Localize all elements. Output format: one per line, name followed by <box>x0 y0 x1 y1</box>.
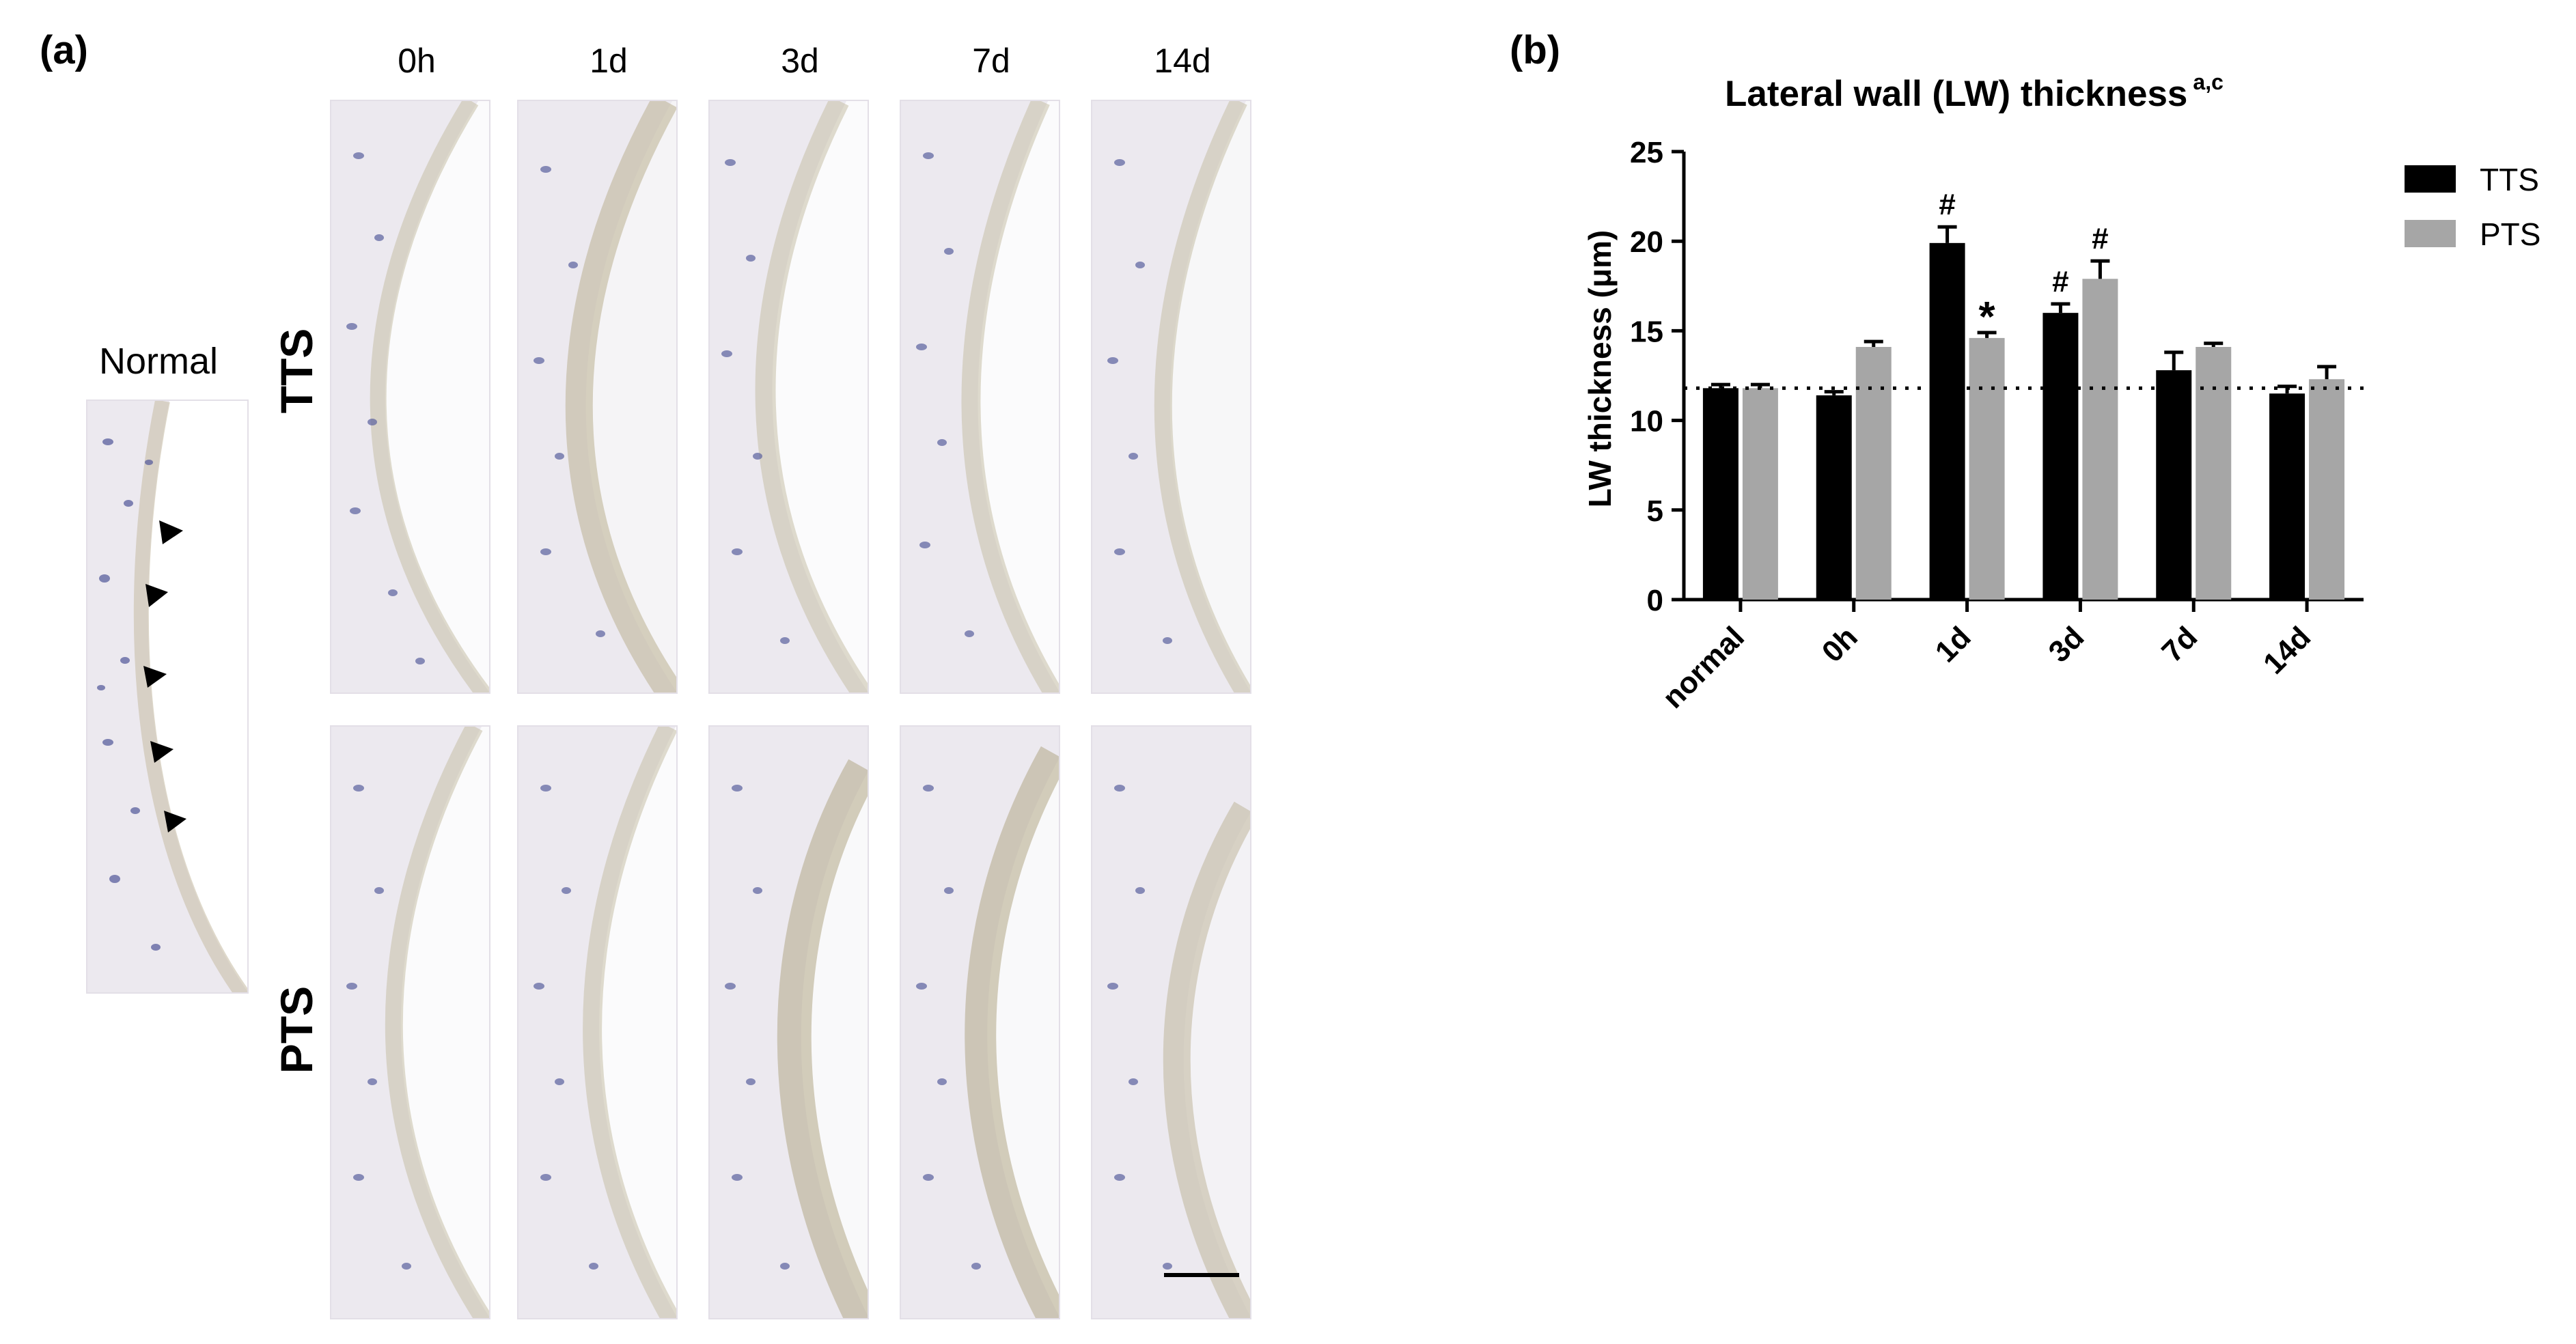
y-tick-label: 25 <box>1630 136 1663 169</box>
legend-label-pts: PTS <box>2480 216 2541 252</box>
arrowhead-icon <box>143 666 167 688</box>
bar-pts-14d <box>2309 379 2345 600</box>
bar-pts-1d <box>1969 337 2005 600</box>
bar-tts-1d <box>1929 242 1965 600</box>
chart-title-superscript: a,c <box>2193 70 2224 94</box>
micrograph-normal <box>86 400 249 994</box>
row-header-pts: PTS <box>271 985 322 1074</box>
bar-pts-0h <box>1855 347 1892 600</box>
arrowhead-icon <box>164 811 186 832</box>
column-header-7d: 7d <box>972 42 1010 80</box>
micrograph-pts-7d <box>900 725 1060 1319</box>
y-tick-label: 0 <box>1647 584 1663 617</box>
bar-pts-7d <box>2196 347 2232 600</box>
bar-tts-7d <box>2156 370 2192 600</box>
significance-marker: * <box>1979 294 1996 341</box>
arrowhead-icon <box>150 741 174 763</box>
x-tick-label: 0h <box>1816 620 1864 669</box>
micrograph-tts-14d <box>1091 100 1251 694</box>
y-tick-label: 10 <box>1630 405 1663 438</box>
micrograph-tts-0h <box>330 100 490 694</box>
chart-title-text: Lateral wall (LW) thickness <box>1725 74 2188 114</box>
significance-marker: # <box>2052 265 2068 298</box>
legend-label-tts: TTS <box>2480 162 2539 197</box>
arrowhead-icon <box>146 584 168 607</box>
y-tick-label: 15 <box>1630 315 1663 348</box>
x-tick-label: 1d <box>1929 620 1978 669</box>
row-header-tts: TTS <box>271 328 322 414</box>
bar-pts-3d <box>2082 279 2118 600</box>
y-tick-label: 5 <box>1647 494 1663 528</box>
panel-b-label: (b) <box>1510 28 1561 72</box>
x-tick-label: 7d <box>2155 620 2204 669</box>
x-tick-label: 3d <box>2042 620 2091 669</box>
chart-title: Lateral wall (LW) thickness a,c <box>1725 70 2224 115</box>
micrograph-pts-3d <box>708 725 869 1319</box>
x-tick-label: 14d <box>2257 620 2317 680</box>
bar-pts-normal <box>1742 388 1778 600</box>
column-header-1d: 1d <box>590 42 628 80</box>
normal-label: Normal <box>99 341 219 382</box>
bar-tts-normal <box>1702 388 1739 600</box>
y-tick-label: 20 <box>1630 225 1663 259</box>
micrograph-pts-14d <box>1091 725 1251 1319</box>
column-header-14d: 14d <box>1154 42 1211 80</box>
column-header-3d: 3d <box>781 42 819 80</box>
panel-a-label: (a) <box>40 28 88 72</box>
micrograph-tts-3d <box>708 100 869 694</box>
y-axis-label: LW thickness (μm) <box>1582 230 1618 507</box>
micrograph-tts-1d <box>517 100 678 694</box>
scale-bar <box>1164 1273 1239 1277</box>
micrograph-pts-1d <box>517 725 678 1319</box>
legend-swatch-pts <box>2405 220 2456 247</box>
arrowheads <box>143 520 186 832</box>
bar-tts-0h <box>1816 395 1852 600</box>
bar-chart: LW thickness (μm) 0 5 10 15 20 25 normal 0h 1d # *… <box>1582 136 2370 715</box>
x-tick-label: normal <box>1657 620 1751 714</box>
column-header-0h: 0h <box>398 42 436 80</box>
significance-marker: # <box>2092 222 2108 255</box>
micrograph-pts-0h <box>330 725 490 1319</box>
significance-marker: # <box>1939 188 1955 221</box>
arrowhead-icon <box>159 520 183 544</box>
legend-swatch-tts <box>2405 165 2456 193</box>
bar-tts-3d <box>2042 313 2079 600</box>
micrograph-tts-7d <box>900 100 1060 694</box>
bar-tts-14d <box>2269 393 2305 600</box>
